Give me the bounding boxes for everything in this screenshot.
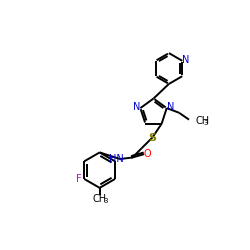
Text: N: N (133, 102, 140, 112)
Text: HN: HN (109, 154, 124, 164)
Text: 3: 3 (104, 198, 108, 204)
Text: 3: 3 (204, 120, 208, 126)
Text: S: S (148, 133, 156, 143)
Text: N: N (167, 102, 174, 112)
Text: CH: CH (92, 194, 107, 204)
Text: F: F (76, 174, 82, 184)
Text: O: O (143, 149, 151, 159)
Text: CH: CH (196, 116, 210, 126)
Text: N: N (182, 55, 190, 65)
